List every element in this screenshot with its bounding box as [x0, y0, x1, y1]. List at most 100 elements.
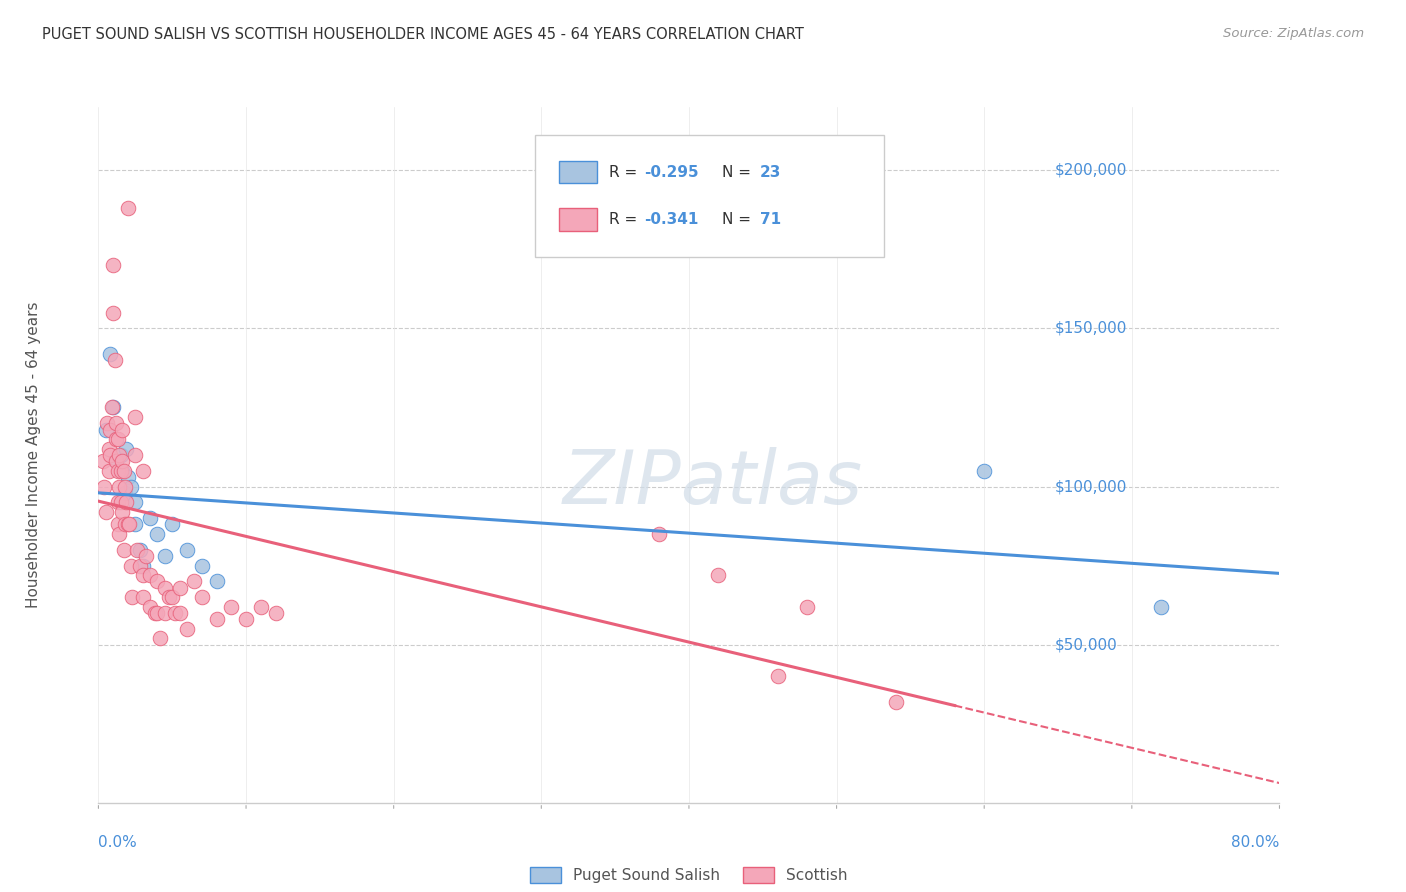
Point	[98, 423, 121, 437]
Point	[103, 401, 125, 415]
Text: -0.341: -0.341	[644, 212, 699, 227]
Point	[219, 599, 242, 614]
Point	[128, 542, 150, 557]
Point	[169, 581, 191, 595]
Point	[139, 568, 162, 582]
Point	[111, 464, 134, 478]
Point	[117, 470, 139, 484]
Point	[143, 606, 166, 620]
Point	[100, 401, 122, 415]
Point	[191, 591, 214, 605]
Text: 0.0%: 0.0%	[98, 836, 138, 850]
Point	[973, 464, 995, 478]
Text: -0.295: -0.295	[644, 164, 699, 179]
Point	[124, 517, 146, 532]
Point	[146, 574, 169, 589]
Point	[648, 527, 671, 541]
Point	[191, 558, 214, 573]
Point	[124, 448, 146, 462]
Point	[264, 606, 287, 620]
Point	[132, 558, 155, 573]
Point	[884, 695, 907, 709]
Point	[112, 464, 135, 478]
Point	[128, 558, 150, 573]
Point	[107, 432, 129, 446]
Point	[111, 505, 134, 519]
Point	[115, 442, 138, 456]
Point	[114, 479, 136, 493]
Point	[105, 454, 128, 468]
Point	[146, 527, 169, 541]
Point	[94, 505, 117, 519]
Point	[707, 568, 730, 582]
Point	[103, 258, 125, 272]
Text: $100,000: $100,000	[1054, 479, 1128, 494]
Text: 23: 23	[759, 164, 782, 179]
Text: N =: N =	[723, 164, 756, 179]
Point	[205, 574, 228, 589]
Point	[162, 591, 183, 605]
Text: R =: R =	[609, 164, 641, 179]
Point	[121, 591, 143, 605]
Point	[205, 612, 228, 626]
Point	[93, 479, 115, 493]
Text: 71: 71	[759, 212, 780, 227]
Point	[107, 495, 129, 509]
Point	[132, 591, 155, 605]
Point	[104, 353, 127, 368]
Point	[132, 568, 155, 582]
Point	[98, 347, 121, 361]
Legend: Puget Sound Salish, Scottish: Puget Sound Salish, Scottish	[524, 861, 853, 889]
Point	[165, 606, 187, 620]
Point	[766, 669, 789, 683]
Point	[169, 606, 191, 620]
Point	[112, 542, 135, 557]
Point	[124, 495, 146, 509]
Point	[110, 464, 132, 478]
Point	[108, 448, 131, 462]
Point	[91, 454, 114, 468]
Point	[139, 599, 162, 614]
Text: R =: R =	[609, 212, 641, 227]
Point	[110, 448, 132, 462]
Point	[117, 517, 139, 532]
Point	[176, 542, 198, 557]
Point	[153, 606, 176, 620]
Point	[105, 417, 128, 431]
Text: ZIPatlas: ZIPatlas	[562, 447, 863, 519]
Point	[146, 606, 169, 620]
Point	[153, 581, 176, 595]
Point	[125, 542, 148, 557]
Point	[120, 558, 142, 573]
Point	[149, 632, 172, 646]
Point	[111, 454, 134, 468]
Text: PUGET SOUND SALISH VS SCOTTISH HOUSEHOLDER INCOME AGES 45 - 64 YEARS CORRELATION: PUGET SOUND SALISH VS SCOTTISH HOUSEHOLD…	[42, 27, 804, 42]
Point	[111, 423, 134, 437]
Point	[114, 517, 136, 532]
Point	[108, 479, 131, 493]
Text: Householder Income Ages 45 - 64 years: Householder Income Ages 45 - 64 years	[25, 301, 41, 608]
Point	[97, 442, 120, 456]
FancyBboxPatch shape	[560, 161, 596, 183]
Point	[139, 511, 162, 525]
Text: $200,000: $200,000	[1054, 163, 1128, 178]
Point	[103, 305, 125, 319]
Point	[1150, 599, 1173, 614]
Point	[108, 527, 131, 541]
Point	[183, 574, 205, 589]
Point	[124, 409, 146, 424]
Point	[157, 591, 180, 605]
Point	[96, 417, 118, 431]
FancyBboxPatch shape	[560, 209, 596, 231]
Text: Source: ZipAtlas.com: Source: ZipAtlas.com	[1223, 27, 1364, 40]
Point	[115, 495, 138, 509]
Point	[176, 622, 198, 636]
Point	[135, 549, 157, 563]
Point	[97, 464, 120, 478]
Point	[117, 201, 139, 215]
Point	[250, 599, 273, 614]
Point	[118, 517, 141, 532]
Point	[110, 495, 132, 509]
Point	[153, 549, 176, 563]
Text: $150,000: $150,000	[1054, 321, 1128, 336]
